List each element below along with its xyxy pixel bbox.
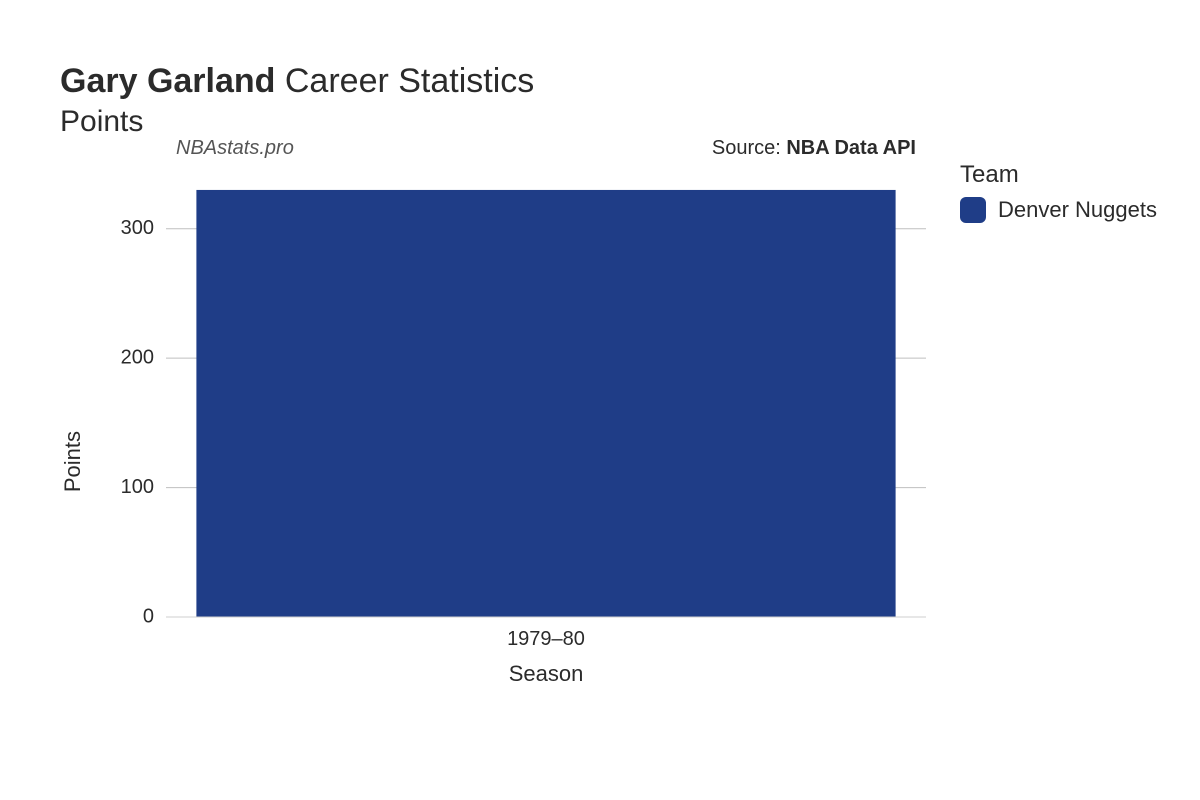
legend-title: Team	[960, 161, 1157, 189]
legend-item: Denver Nuggets	[960, 197, 1157, 223]
legend-items: Denver Nuggets	[960, 197, 1157, 223]
y-axis-label: Points	[60, 371, 86, 492]
y-tick-label: 100	[121, 475, 154, 497]
bar-chart-svg: 0 100 200 300 1979–80 Season	[96, 167, 936, 697]
chart-title: Gary Garland Career Statistics	[60, 60, 1160, 103]
source-prefix: Source:	[712, 137, 786, 159]
x-axis-title: Season	[509, 661, 584, 686]
chart-subtitle: Points	[60, 105, 1160, 139]
title-suffix: Career Statistics	[285, 62, 534, 100]
legend-label: Denver Nuggets	[998, 197, 1157, 223]
legend-swatch	[960, 197, 986, 223]
x-tick-label: 1979–80	[507, 628, 585, 650]
plot-header-labels: NBAstats.pro Source: NBA Data API	[96, 137, 936, 160]
legend: Team Denver Nuggets	[960, 161, 1157, 223]
plot-area: NBAstats.pro Source: NBA Data API 010020…	[96, 167, 936, 697]
y-tick-label: 0	[143, 605, 154, 627]
title-block: Gary Garland Career Statistics Points	[60, 60, 1160, 139]
y-tick-label: 300	[121, 217, 154, 239]
bar	[196, 189, 895, 616]
watermark-text: NBAstats.pro	[176, 137, 294, 160]
source-label: Source: NBA Data API	[712, 137, 916, 160]
y-tick-label: 200	[121, 346, 154, 368]
source-name: NBA Data API	[786, 137, 916, 159]
chart-row: Points NBAstats.pro Source: NBA Data API…	[60, 167, 1160, 697]
title-player-name: Gary Garland	[60, 62, 275, 100]
chart-container: Gary Garland Career Statistics Points Po…	[0, 0, 1200, 800]
